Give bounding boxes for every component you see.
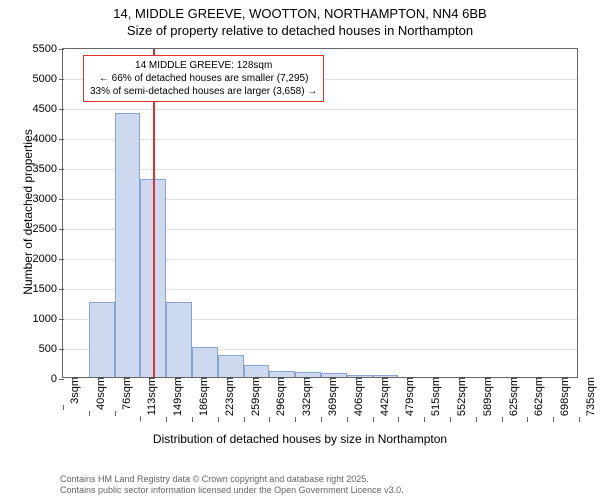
callout-line-1: ← 66% of detached houses are smaller (7,…: [90, 72, 317, 85]
y-tick-label: 500: [39, 343, 63, 355]
y-tick-label: 2000: [33, 253, 63, 265]
x-tick-label: 76sqm: [119, 377, 133, 410]
x-tick-label: 589sqm: [480, 377, 494, 416]
x-tick-label: 296sqm: [273, 377, 287, 416]
histogram-bar: [166, 302, 192, 377]
x-tick-label: 625sqm: [506, 377, 520, 416]
x-tick-label: 259sqm: [248, 377, 262, 416]
y-tick-label: 5500: [33, 43, 63, 55]
y-tick-label: 0: [51, 373, 63, 385]
histogram-bar: [218, 355, 244, 377]
callout-box: 14 MIDDLE GREEVE: 128sqm← 66% of detache…: [83, 55, 324, 102]
gridline: [63, 109, 577, 110]
y-tick-label: 5000: [33, 73, 63, 85]
y-tick-label: 2500: [33, 223, 63, 235]
x-tick-label: 735sqm: [583, 377, 597, 416]
x-tick-label: 406sqm: [351, 377, 365, 416]
title-line-1: 14, MIDDLE GREEVE, WOOTTON, NORTHAMPTON,…: [0, 6, 600, 23]
x-tick-label: 442sqm: [377, 377, 391, 416]
x-tick-label: 552sqm: [454, 377, 468, 416]
plot-area: 0500100015002000250030003500400045005000…: [62, 48, 578, 378]
y-tick-label: 3000: [33, 193, 63, 205]
y-tick-label: 4000: [33, 133, 63, 145]
chart-title: 14, MIDDLE GREEVE, WOOTTON, NORTHAMPTON,…: [0, 0, 600, 40]
histogram-bar: [244, 365, 270, 377]
y-tick-label: 1000: [33, 313, 63, 325]
x-tick-label: 40sqm: [93, 377, 107, 410]
x-tick-label: 698sqm: [557, 377, 571, 416]
footer-attribution: Contains HM Land Registry data © Crown c…: [60, 474, 404, 496]
y-tick-label: 1500: [33, 283, 63, 295]
callout-title: 14 MIDDLE GREEVE: 128sqm: [90, 59, 317, 72]
histogram-bar: [115, 113, 141, 377]
x-tick-label: 186sqm: [196, 377, 210, 416]
footer-line-1: Contains HM Land Registry data © Crown c…: [60, 474, 404, 485]
x-tick-label: 369sqm: [325, 377, 339, 416]
x-tick-label: 149sqm: [170, 377, 184, 416]
y-tick-label: 3500: [33, 163, 63, 175]
title-line-2: Size of property relative to detached ho…: [0, 23, 600, 40]
x-tick-label: 113sqm: [144, 377, 158, 415]
x-tick-label: 332sqm: [299, 377, 313, 416]
x-tick-label: 479sqm: [402, 377, 416, 416]
footer-line-2: Contains public sector information licen…: [60, 485, 404, 496]
x-axis-label: Distribution of detached houses by size …: [0, 432, 600, 446]
x-tick-label: 662sqm: [531, 377, 545, 416]
x-tick-label: 3sqm: [67, 377, 81, 404]
callout-line-2: 33% of semi-detached houses are larger (…: [90, 85, 317, 98]
histogram-bar: [89, 302, 115, 377]
x-tick-label: 515sqm: [428, 377, 442, 416]
y-tick-label: 4500: [33, 103, 63, 115]
x-tick-label: 223sqm: [222, 377, 236, 416]
histogram-bar: [192, 347, 218, 377]
